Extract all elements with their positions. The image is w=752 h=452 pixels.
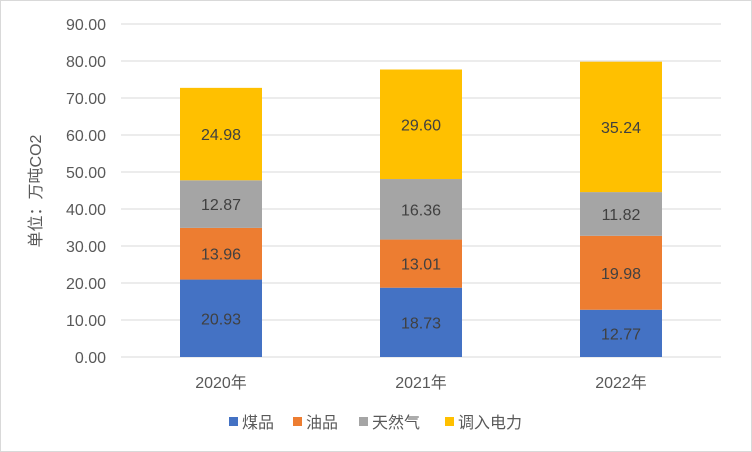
y-tick-label: 90.00 xyxy=(66,17,106,34)
legend-label: 天然气 xyxy=(372,414,420,432)
y-tick-label: 10.00 xyxy=(66,313,106,330)
data-label: 13.01 xyxy=(401,257,441,274)
bar-segment xyxy=(380,179,462,240)
y-tick-label: 50.00 xyxy=(66,165,106,182)
legend-label: 调入电力 xyxy=(458,414,522,432)
data-label: 12.77 xyxy=(601,326,641,343)
bar-segment xyxy=(380,239,462,288)
legend-label: 油品 xyxy=(306,414,338,432)
legend-swatch xyxy=(293,417,302,426)
bar-segment xyxy=(180,279,262,357)
x-tick-label: 2022年 xyxy=(595,374,647,392)
bar-segment xyxy=(380,69,462,180)
bar-segment xyxy=(580,235,662,310)
x-tick-label: 2020年 xyxy=(195,374,247,392)
legend-label: 煤品 xyxy=(242,414,274,432)
legend-swatch xyxy=(445,417,454,426)
data-label: 11.82 xyxy=(602,207,641,224)
y-tick-label: 30.00 xyxy=(66,239,106,256)
y-axis-label: 单位：万吨CO2 xyxy=(27,134,45,247)
y-tick-label: 60.00 xyxy=(66,128,106,145)
bar-segment xyxy=(180,227,262,280)
bar-segment xyxy=(180,180,262,228)
data-label: 13.96 xyxy=(201,247,241,264)
bar-segment xyxy=(180,87,262,181)
data-label: 18.73 xyxy=(401,315,441,332)
data-label: 20.93 xyxy=(201,311,241,328)
y-tick-label: 80.00 xyxy=(66,54,106,71)
bar-segment xyxy=(580,309,662,357)
y-tick-label: 20.00 xyxy=(66,276,106,293)
bar-segment xyxy=(580,192,662,236)
data-label: 24.98 xyxy=(201,127,241,144)
legend-swatch xyxy=(359,417,368,426)
bar-segment xyxy=(580,61,662,193)
y-tick-label: 0.00 xyxy=(75,350,106,367)
bar-segment xyxy=(380,287,462,357)
x-tick-label: 2021年 xyxy=(395,374,447,392)
data-label: 16.36 xyxy=(401,202,441,219)
data-label: 12.87 xyxy=(201,197,241,214)
data-label: 19.98 xyxy=(601,266,641,283)
legend-swatch xyxy=(229,417,238,426)
data-label: 29.60 xyxy=(401,117,441,134)
data-label: 35.24 xyxy=(601,120,641,137)
y-tick-label: 40.00 xyxy=(66,202,106,219)
y-tick-label: 70.00 xyxy=(66,91,106,108)
